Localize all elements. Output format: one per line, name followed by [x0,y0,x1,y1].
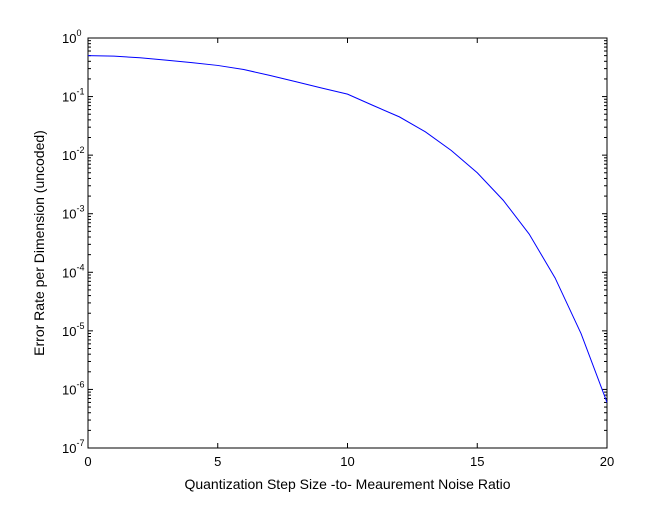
y-axis-label: Error Rate per Dimension (uncoded) [31,130,47,356]
y-tick-label: 10-3 [62,204,84,222]
x-tick-label: 10 [340,454,354,469]
x-tick-label: 5 [214,454,221,469]
y-tick-label: 10-2 [62,145,84,163]
x-tick-label: 15 [470,454,484,469]
y-tick-label: 10-6 [62,379,84,397]
plot-area [87,37,608,449]
y-tick-label: 10-4 [62,262,84,280]
x-tick-label: 0 [84,454,91,469]
series-line [87,55,608,403]
x-axis-label: Quantization Step Size -to- Meaurement N… [184,476,510,492]
y-tick-label: 10-1 [62,87,84,105]
y-tick-label: 100 [62,28,81,46]
y-tick-label: 10-7 [62,438,84,456]
y-tick-label: 10-5 [62,321,84,339]
y-axis-ticks: 10-7 10-6 10-5 10-4 10-3 10-2 10-1 100 [62,28,607,456]
x-axis-ticks: 0 5 10 15 20 [84,38,614,469]
x-tick-label: 20 [600,454,614,469]
